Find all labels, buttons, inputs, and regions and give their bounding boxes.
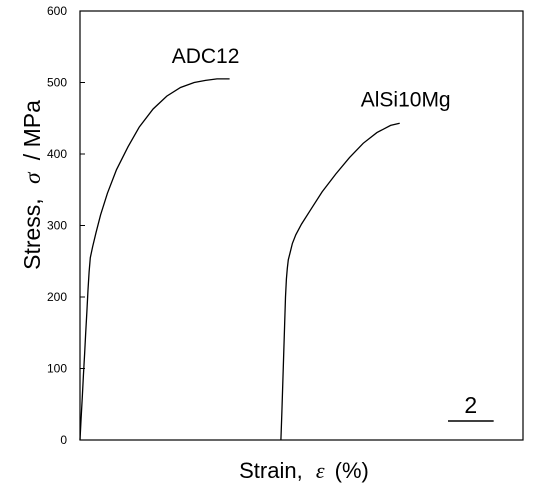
plot-frame — [79, 10, 524, 441]
series-line-0 — [79, 78, 230, 441]
y-tick-label: 600 — [47, 4, 67, 18]
series-line-1 — [280, 122, 400, 441]
y-axis-label-unit: / MPa — [19, 100, 45, 160]
series-label-1: AlSi10Mg — [361, 88, 451, 111]
y-axis-ticks: 0 100 200 300 400 500 600 — [47, 4, 85, 447]
series-labels: ADC12 AlSi10Mg — [172, 45, 451, 111]
x-axis-label: Strain, ε (%) — [239, 458, 369, 483]
series-label-0: ADC12 — [172, 45, 240, 68]
x-axis-label-text: Strain, — [239, 458, 303, 483]
y-axis-label: Stress, σ / MPa — [19, 100, 45, 270]
y-tick-label: 500 — [47, 76, 67, 90]
series-curves — [79, 78, 400, 441]
y-tick-label: 100 — [47, 362, 67, 376]
y-tick-label: 200 — [47, 290, 67, 304]
x-axis-label-unit: (%) — [335, 458, 369, 483]
y-tick-label: 300 — [47, 219, 67, 233]
y-axis-label-symbol: σ — [20, 171, 45, 184]
x-axis-label-symbol: ε — [316, 458, 325, 483]
scale-bar: 2 — [448, 392, 494, 422]
y-tick-label: 400 — [47, 147, 67, 161]
y-tick-label: 0 — [60, 433, 67, 447]
y-axis-label-text: Stress, — [19, 198, 45, 270]
scale-bar-label: 2 — [464, 392, 477, 418]
